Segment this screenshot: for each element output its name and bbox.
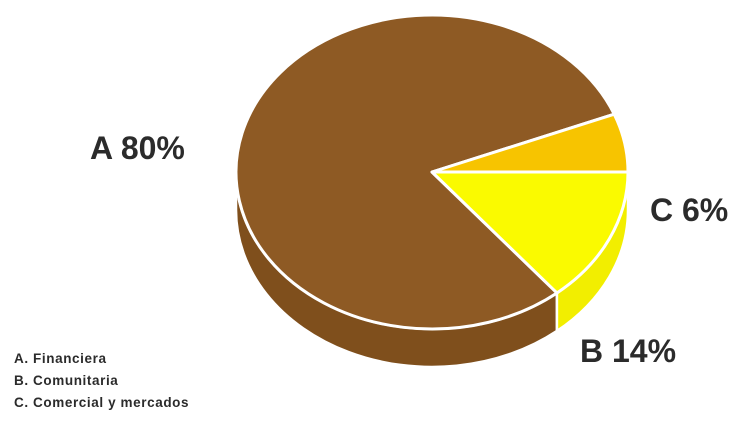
- slice-c: [430, 112, 630, 174]
- legend-item-a: A. Financiera: [14, 351, 107, 366]
- slice-label-b: B 14%: [580, 333, 677, 369]
- slice-label-a: A 80%: [90, 130, 185, 166]
- slice-label-c: C 6%: [650, 192, 729, 228]
- legend-item-c: C. Comercial y mercados: [14, 395, 190, 410]
- legend-item-b: B. Comunitaria: [14, 373, 119, 388]
- legend: A. Financiera B. Comunitaria C. Comercia…: [14, 348, 189, 414]
- slice-a: [234, 13, 616, 331]
- slice-b: [430, 170, 630, 295]
